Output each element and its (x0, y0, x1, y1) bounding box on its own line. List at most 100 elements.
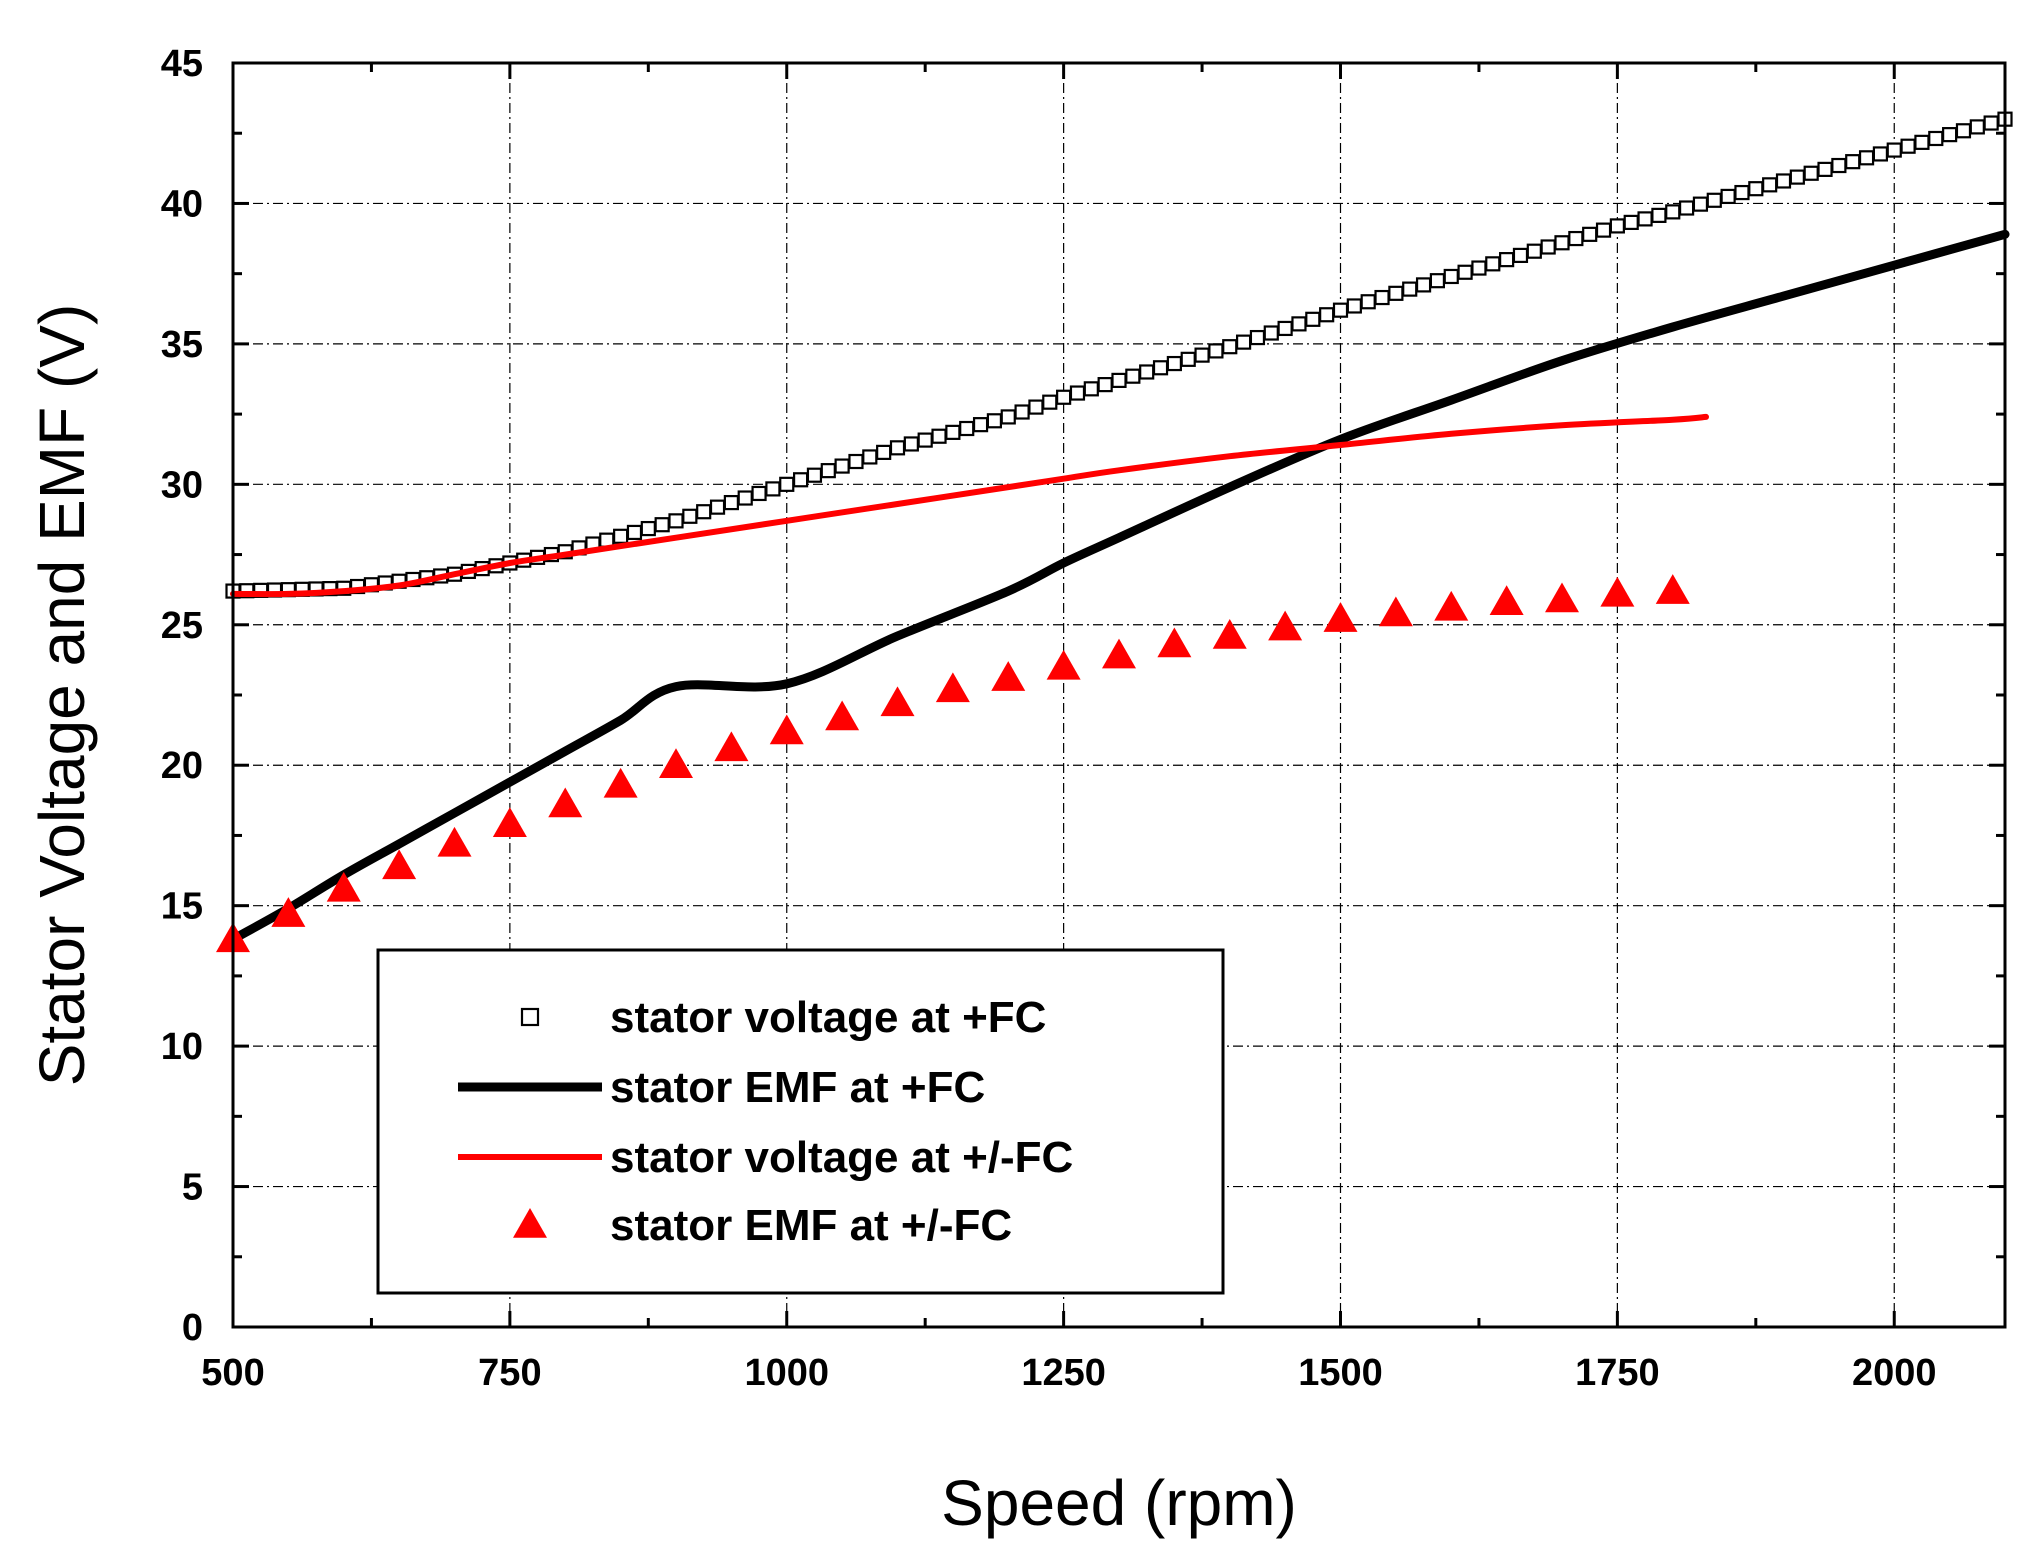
x-tick-label: 750 (478, 1352, 541, 1394)
triangle-marker (714, 731, 749, 762)
triangle-marker (769, 714, 804, 745)
square-marker (1152, 360, 1169, 376)
y-tick-label: 20 (161, 745, 203, 787)
square-marker (834, 458, 850, 474)
square-marker (668, 513, 684, 529)
square-marker (1900, 138, 1916, 154)
y-tick-label: 35 (161, 324, 203, 366)
square-marker (1623, 214, 1639, 231)
square-marker (1540, 239, 1556, 255)
x-tick-label: 1250 (1021, 1352, 1106, 1394)
x-tick-label: 500 (201, 1352, 264, 1394)
square-marker (1734, 184, 1750, 201)
square-marker (1665, 204, 1681, 220)
triangle-marker (1102, 638, 1136, 669)
square-marker (654, 517, 670, 533)
triangle-marker (1600, 576, 1635, 607)
square-marker (1955, 123, 1972, 139)
x-tick-label: 1000 (744, 1352, 829, 1394)
square-marker (1332, 302, 1349, 318)
square-marker (1042, 394, 1058, 410)
square-marker (1097, 377, 1113, 393)
square-marker (1069, 385, 1086, 401)
legend: stator voltage at +FC stator EMF at +FC st… (376, 948, 1225, 1295)
square-marker (931, 428, 947, 444)
triangle-marker (1378, 596, 1413, 627)
square-marker (1942, 127, 1958, 143)
legend-label: stator voltage at +/-FC (610, 1133, 1073, 1182)
square-marker (820, 463, 836, 479)
square-marker (1346, 298, 1362, 314)
triangle-marker (1157, 627, 1192, 658)
triangle-marker (603, 767, 638, 798)
legend-label: stator voltage at +FC (610, 993, 1046, 1042)
square-marker (1526, 243, 1542, 259)
legend-symbol-square (520, 1007, 540, 1027)
square-marker (626, 524, 643, 541)
square-marker (1762, 177, 1778, 193)
x-axis-title: Speed (rpm) (941, 1467, 1297, 1539)
y-tick-label: 0 (182, 1307, 203, 1349)
square-marker (1609, 218, 1625, 234)
square-marker (1305, 311, 1321, 327)
legend-label: stator EMF at +/-FC (610, 1201, 1012, 1250)
square-marker (779, 476, 795, 492)
square-marker (1056, 389, 1072, 405)
triangle-marker (437, 826, 472, 857)
x-tick-label: 1750 (1575, 1352, 1660, 1394)
triangle-marker (548, 787, 583, 818)
square-marker (1969, 119, 1985, 135)
square-marker (1360, 294, 1376, 310)
square-marker (848, 453, 864, 470)
triangle-marker (659, 748, 693, 778)
square-marker (1637, 211, 1653, 227)
square-marker (917, 432, 933, 448)
triangle-marker (825, 700, 860, 731)
series-line-stator-emf-fc (228, 229, 2010, 944)
square-marker (640, 520, 656, 537)
square-marker (1319, 307, 1335, 323)
square-marker (945, 424, 961, 440)
square-marker (1651, 207, 1667, 223)
triangle-marker (1489, 585, 1524, 616)
square-marker (1249, 329, 1266, 346)
square-marker (1485, 256, 1501, 272)
square-marker (1886, 142, 1902, 158)
square-marker (1374, 289, 1390, 306)
square-marker (986, 413, 1003, 429)
square-marker (1748, 181, 1764, 197)
square-marker (1582, 226, 1598, 242)
triangle-marker (935, 672, 970, 703)
square-marker (1208, 343, 1224, 359)
square-marker (723, 494, 739, 511)
square-marker (1166, 355, 1182, 372)
triangle-marker (880, 686, 915, 717)
square-marker (1928, 130, 1944, 147)
triangle-marker (271, 897, 306, 927)
square-marker (1014, 404, 1030, 420)
x-tick-label: 1500 (1298, 1352, 1383, 1394)
square-marker (1415, 277, 1432, 293)
triangle-marker (1323, 602, 1358, 632)
square-marker (1235, 334, 1252, 350)
square-marker (972, 417, 989, 433)
square-marker (1692, 196, 1709, 212)
square-marker (1125, 368, 1141, 384)
square-marker (1817, 161, 1833, 177)
square-marker (1402, 281, 1418, 297)
square-marker (709, 499, 726, 515)
square-marker (889, 440, 906, 456)
square-marker (1775, 173, 1792, 189)
square-marker (959, 420, 975, 437)
legend-label: stator EMF at +FC (610, 1063, 985, 1112)
square-marker (1277, 320, 1293, 337)
y-tick-label: 25 (161, 605, 203, 647)
square-marker (1512, 247, 1529, 264)
square-marker (1831, 157, 1847, 174)
x-tick-label: 2000 (1852, 1352, 1937, 1394)
square-marker (1983, 115, 1999, 131)
y-tick-label: 10 (161, 1026, 203, 1068)
y-tick-label: 40 (161, 183, 203, 225)
square-marker (1457, 264, 1473, 280)
square-marker (1499, 252, 1515, 268)
